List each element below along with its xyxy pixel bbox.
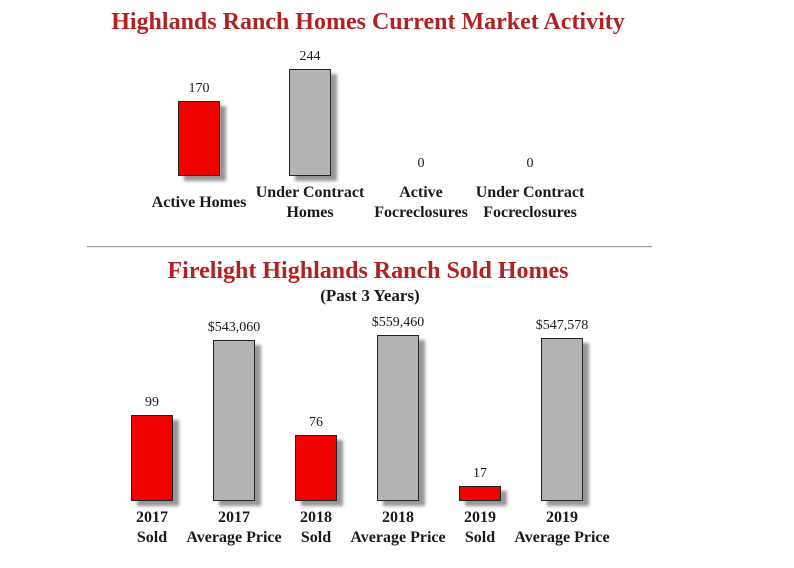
category-label-line: 2017 (136, 509, 168, 526)
category-label-line: Sold (464, 529, 496, 546)
bar-value-label-under-contract-focreclosures: 0 (526, 156, 534, 171)
category-label-line: 2017 (218, 509, 250, 526)
category-label-2017-sold: 2017 Sold (90, 508, 214, 548)
bar-value-label-2017-sold: 99 (145, 395, 159, 410)
bar-2017-average-price (213, 340, 255, 501)
category-label-line: Average Price (350, 529, 446, 546)
bar-2017-sold (131, 415, 173, 501)
category-label-line: 2019 (464, 509, 496, 526)
category-label-under-contract-focreclosures: Under Contract Focreclosures (464, 183, 596, 223)
bar-value-label-2019-average-price: $547,578 (535, 318, 589, 333)
bar-2019-sold (459, 486, 501, 501)
bar-2018-average-price (377, 335, 419, 501)
category-label-line: 2019 (546, 509, 578, 526)
category-label-line: Sold (136, 529, 168, 546)
bar-value-label-2018-sold: 76 (309, 415, 323, 430)
category-label-line: Average Price (514, 529, 610, 546)
category-label-active-homes: Active Homes (133, 183, 265, 223)
bar-2018-sold (295, 435, 337, 501)
bar-value-label-2017-average-price: $543,060 (207, 320, 261, 335)
category-label-2018-sold: 2018 Sold (254, 508, 378, 548)
category-label-line: Focreclosures (483, 204, 577, 221)
bar-active-homes (178, 101, 220, 176)
sold-homes-chart-title: Firelight Highlands Ranch Sold Homes (167, 258, 569, 284)
category-label-line: 2018 (300, 509, 332, 526)
category-label-active-focreclosures: Active Focreclosures (355, 183, 487, 223)
category-label-2017-average-price: 2017 Average Price (172, 508, 296, 548)
category-label-line: Under Contract (255, 184, 365, 201)
category-label-under-contract-homes: Under Contract Homes (244, 183, 376, 223)
bar-2019-average-price (541, 338, 583, 501)
bar-value-label-2018-average-price: $559,460 (371, 315, 425, 330)
bar-value-label-2019-sold: 17 (473, 466, 487, 481)
category-label-2018-average-price: 2018 Average Price (336, 508, 460, 548)
category-label-2019-average-price: 2019 Average Price (500, 508, 624, 548)
category-label-line: Homes (286, 204, 334, 221)
category-label-line: Active (399, 184, 443, 201)
category-label-line: 2018 (382, 509, 414, 526)
category-label-line: Under Contract (475, 184, 585, 201)
category-label-line: Active Homes (151, 194, 247, 211)
bar-under-contract-homes (289, 69, 331, 176)
bar-value-label-under-contract-homes: 244 (299, 49, 321, 64)
market-activity-chart-title: Highlands Ranch Homes Current Market Act… (111, 9, 625, 35)
bar-value-label-active-homes: 170 (188, 81, 210, 96)
category-label-line: Focreclosures (374, 204, 468, 221)
category-label-line: Average Price (186, 529, 282, 546)
category-label-2019-sold: 2019 Sold (418, 508, 542, 548)
sold-homes-chart-subtitle: (Past 3 Years) (320, 286, 420, 305)
category-label-line: Sold (300, 529, 332, 546)
section-divider (87, 246, 652, 247)
bar-value-label-active-focreclosures: 0 (417, 156, 425, 171)
